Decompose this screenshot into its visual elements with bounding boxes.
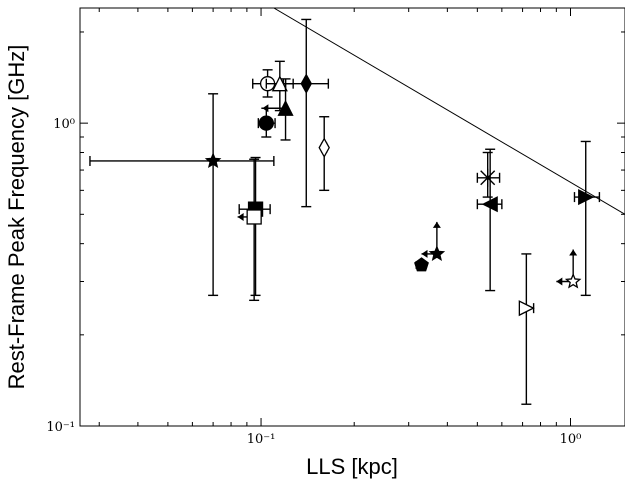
marker-triangle-right-filled (578, 189, 595, 206)
limit-arrowhead (569, 249, 578, 256)
data-point (284, 18, 330, 208)
x-tick-label: 10⁻¹ (247, 432, 276, 447)
data-point (556, 249, 582, 289)
marker-star-open (564, 272, 582, 289)
minor-ticks (80, 8, 625, 426)
y-axis-label: Rest-Frame Peak Frequency [GHz] (4, 45, 29, 390)
data-point (476, 151, 501, 198)
data-point (89, 93, 275, 297)
data-point (318, 116, 330, 192)
data-points (89, 18, 601, 405)
marker-star (428, 245, 446, 261)
marker-diamond-open (318, 137, 330, 158)
marker-triangle-right-open (518, 300, 535, 317)
marker-pentagon-filled (414, 257, 429, 272)
limit-arrowhead (556, 277, 563, 286)
data-point (237, 158, 262, 302)
marker-triangle-up-filled (277, 99, 294, 116)
x-axis-label: LLS [kpc] (306, 454, 398, 479)
data-point (573, 140, 601, 297)
x-tick-label: 10⁰ (560, 432, 582, 447)
data-point (265, 60, 294, 112)
marker-square-open (246, 209, 262, 225)
limit-arrowhead (432, 221, 441, 228)
data-point (257, 107, 276, 138)
limit-arrowhead (237, 212, 244, 221)
data-point (518, 253, 535, 405)
y-tick-label: 10⁰ (53, 117, 75, 132)
major-ticks (80, 8, 625, 427)
reference-line (273, 8, 625, 215)
marker-star (204, 152, 222, 169)
plot-area: 10⁻¹ 10⁰ 10⁻¹ 10⁰ (46, 7, 625, 447)
data-point (476, 148, 503, 292)
tick-labels: 10⁻¹ 10⁰ 10⁻¹ 10⁰ (46, 117, 581, 447)
data-point (421, 221, 446, 261)
limit-arrowhead (421, 249, 428, 258)
marker-triangle-up-open (271, 75, 288, 92)
data-point (414, 257, 429, 272)
marker-diamond-filled (300, 73, 313, 95)
y-tick-label: 10⁻¹ (46, 420, 75, 435)
plot-frame (79, 7, 625, 427)
marker-circle-filled (258, 115, 274, 131)
marker-triangle-left-filled (481, 196, 498, 213)
